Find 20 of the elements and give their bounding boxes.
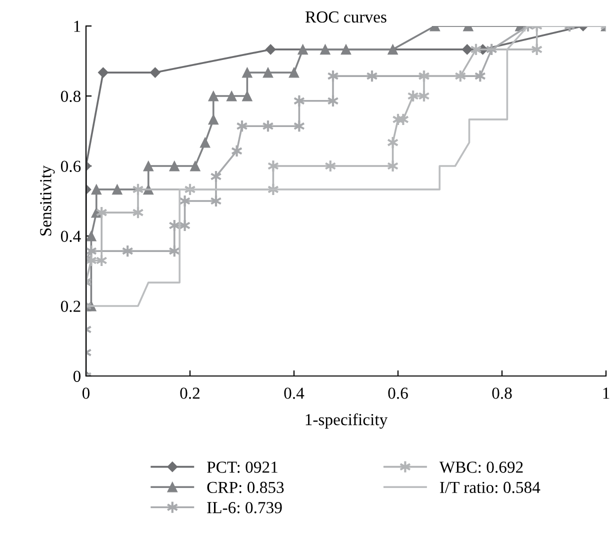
y-tick-label: 1 <box>74 20 80 32</box>
legend-label: IL-6: 0.739 <box>207 502 282 514</box>
y-tick-label: 0.4 <box>60 230 81 242</box>
y-tick-label: 0.6 <box>60 160 81 172</box>
legend-label: PCT: 0921 <box>207 462 278 473</box>
x-tick-label: 0.4 <box>284 388 304 399</box>
x-tick-label: 0.2 <box>180 388 200 399</box>
y-tick-label: 0 <box>73 370 81 382</box>
legend-label: WBC: 0.692 <box>439 462 523 473</box>
legend-label: CRP: 0.853 <box>207 482 284 494</box>
x-tick-label: 0 <box>82 388 90 399</box>
x-tick-label: 0.6 <box>388 388 408 399</box>
x-axis-title: 1-specificity <box>306 413 388 429</box>
y-tick-label: 0.2 <box>60 300 80 312</box>
y-axis-title: Sensitivity <box>40 165 55 236</box>
x-tick-label: 1 <box>603 388 610 399</box>
y-tick-label: 0.8 <box>60 90 81 102</box>
x-tick-label: 0.8 <box>492 388 512 399</box>
legend-label: I/T ratio: 0.584 <box>440 482 540 494</box>
chart-title: ROC curves <box>306 11 386 23</box>
